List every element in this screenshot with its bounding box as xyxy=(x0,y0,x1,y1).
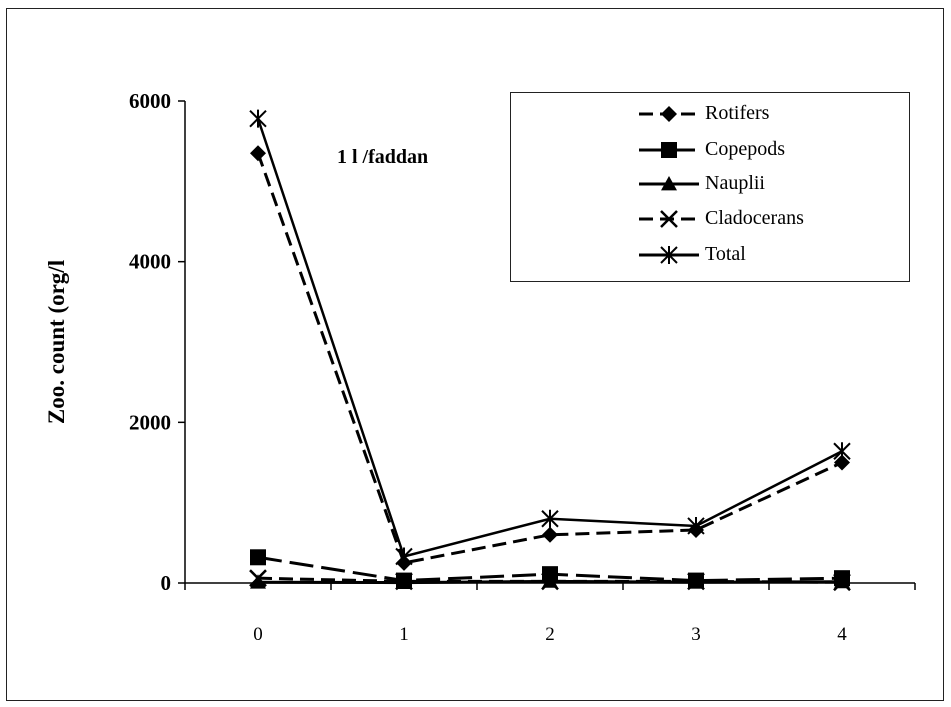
x-tick-label: 1 xyxy=(399,624,409,645)
point-nauplii xyxy=(250,574,266,589)
x-tick-label: 3 xyxy=(691,624,701,645)
point-cladocerans xyxy=(395,572,413,591)
legend-label-rotifers: Rotifers xyxy=(705,102,770,124)
point-cladocerans xyxy=(833,573,851,592)
line-cladocerans xyxy=(257,576,843,584)
point-total xyxy=(687,516,705,535)
legend-item-copepods: Copepods xyxy=(511,135,909,165)
legend-item-total: Total xyxy=(511,240,909,270)
legend-label-copepods: Copepods xyxy=(705,138,785,160)
y-tick-label: 4000 xyxy=(129,250,171,274)
point-cladocerans xyxy=(687,572,705,591)
point-cladocerans xyxy=(249,569,267,588)
legend: Rotifers Copepods Nauplii Cladocerans To… xyxy=(510,92,910,282)
y-tick-label: 6000 xyxy=(129,89,171,113)
point-total xyxy=(541,509,559,528)
legend-marker xyxy=(661,142,677,158)
point-rotifers xyxy=(834,454,850,471)
legend-marker xyxy=(660,246,678,264)
point-rotifers xyxy=(250,145,266,162)
line-rotifers xyxy=(256,152,843,565)
legend-swatch-nauplii xyxy=(639,176,699,191)
chart-annotation: 1 l /faddan xyxy=(337,146,429,168)
legend-label-total: Total xyxy=(705,243,746,265)
legend-marker xyxy=(661,106,677,122)
point-rotifers xyxy=(542,526,558,543)
legend-swatch-total xyxy=(639,246,699,264)
chart-frame xyxy=(6,8,944,701)
legend-swatch-cladocerans xyxy=(639,210,699,228)
legend-label-cladocerans: Cladocerans xyxy=(705,207,804,229)
legend-swatch-copepods xyxy=(639,142,699,158)
series-cladocerans xyxy=(249,569,851,592)
legend-marker xyxy=(660,210,678,228)
point-copepods xyxy=(250,549,266,566)
x-tick-label: 0 xyxy=(253,624,263,645)
legend-item-nauplii: Nauplii xyxy=(511,169,909,199)
x-tick-label: 2 xyxy=(545,624,555,645)
legend-item-rotifers: Rotifers xyxy=(511,99,909,129)
series-total xyxy=(249,109,851,566)
legend-swatch-rotifers xyxy=(639,106,699,122)
point-total xyxy=(395,547,413,566)
x-tick-label: 4 xyxy=(837,624,847,645)
point-total xyxy=(833,442,851,461)
y-tick-label: 2000 xyxy=(129,410,171,434)
legend-marker xyxy=(661,176,677,191)
point-cladocerans xyxy=(541,572,559,591)
y-tick-label: 0 xyxy=(161,571,172,595)
legend-label-nauplii: Nauplii xyxy=(705,172,765,194)
y-axis-label: Zoo. count (org/l xyxy=(44,259,69,425)
legend-item-cladocerans: Cladocerans xyxy=(511,204,909,234)
point-total xyxy=(249,109,267,128)
